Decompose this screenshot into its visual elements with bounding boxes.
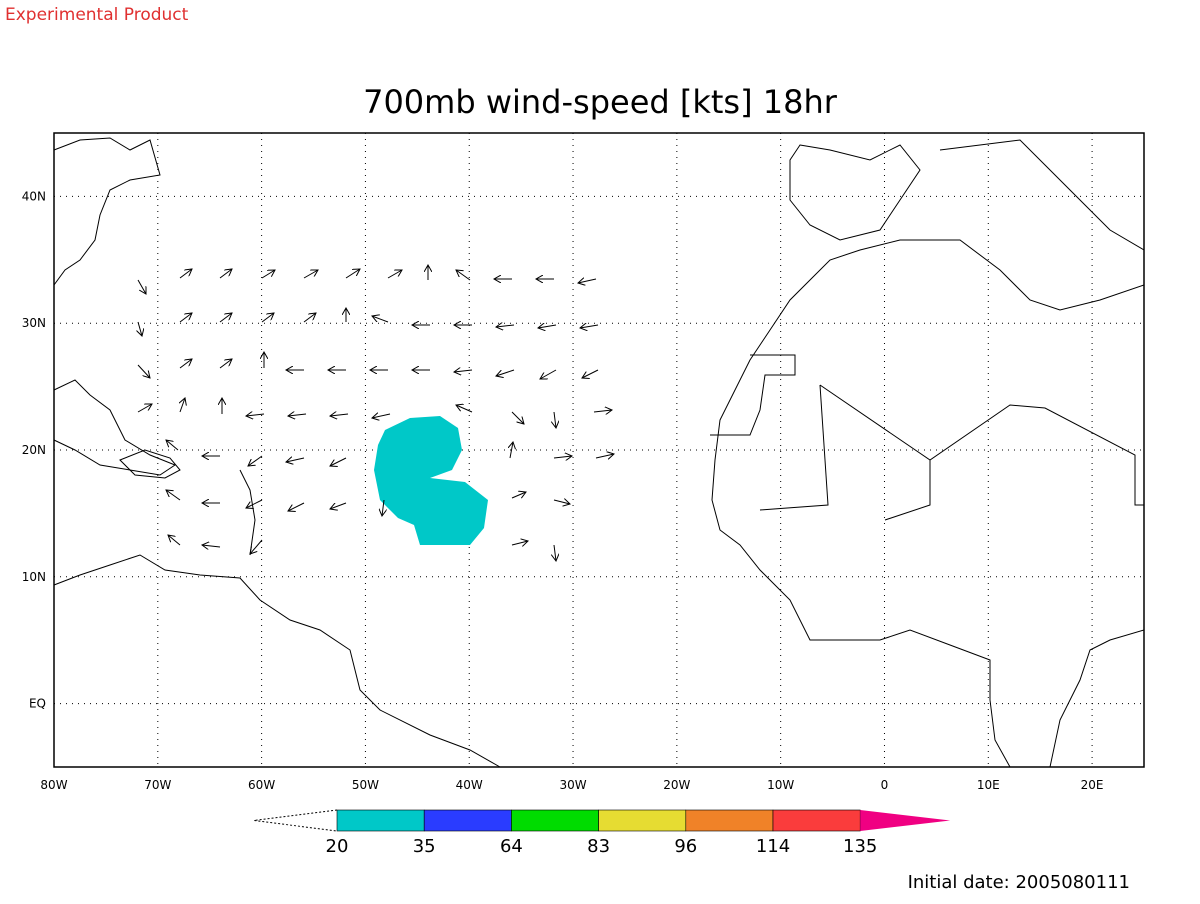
x-tick-label: 20E xyxy=(1081,778,1104,792)
colorbar-label: 135 xyxy=(843,836,877,857)
colorbar-box xyxy=(685,809,774,832)
wind-field xyxy=(374,416,488,545)
colorbar-box xyxy=(598,809,687,832)
x-tick-label: 10W xyxy=(767,778,794,792)
x-tick-label: 50W xyxy=(352,778,379,792)
x-tick-label: 20W xyxy=(663,778,690,792)
colorbar-label: 114 xyxy=(756,836,790,857)
x-tick-label: 70W xyxy=(144,778,171,792)
product-label: Experimental Product xyxy=(5,5,189,25)
colorbar-box xyxy=(336,809,425,832)
map-frame xyxy=(53,132,1145,768)
colorbar-over xyxy=(860,810,951,831)
coastlines xyxy=(53,137,1145,768)
initial-date: Initial date: 2005080111 xyxy=(908,872,1130,893)
colorbar-label: 20 xyxy=(326,836,349,857)
colorbar-under xyxy=(253,809,338,832)
x-tick-label: 10E xyxy=(977,778,1000,792)
y-tick-label: 40N xyxy=(22,189,46,203)
map-title: 700mb wind-speed [kts] 18hr xyxy=(363,83,838,121)
y-tick-label: EQ xyxy=(29,697,46,711)
x-tick-label: 0 xyxy=(881,778,889,792)
x-tick-label: 60W xyxy=(248,778,275,792)
y-tick-label: 20N xyxy=(22,443,46,457)
colorbar-label: 35 xyxy=(413,836,436,857)
colorbar-label: 83 xyxy=(587,836,610,857)
colorbar-box xyxy=(772,809,861,832)
colorbar-box xyxy=(511,809,599,832)
colorbar-label: 64 xyxy=(500,836,523,857)
colorbar-box xyxy=(423,809,512,832)
y-tick-label: 10N xyxy=(22,570,46,584)
wind-vectors xyxy=(138,265,614,561)
grid xyxy=(54,133,1144,767)
x-tick-label: 30W xyxy=(559,778,586,792)
colorbar-label: 96 xyxy=(674,836,697,857)
x-tick-label: 80W xyxy=(40,778,67,792)
y-tick-label: 30N xyxy=(22,316,46,330)
x-tick-label: 40W xyxy=(456,778,483,792)
colorbar: 20 35 64 83 96 114 135 xyxy=(253,809,951,857)
